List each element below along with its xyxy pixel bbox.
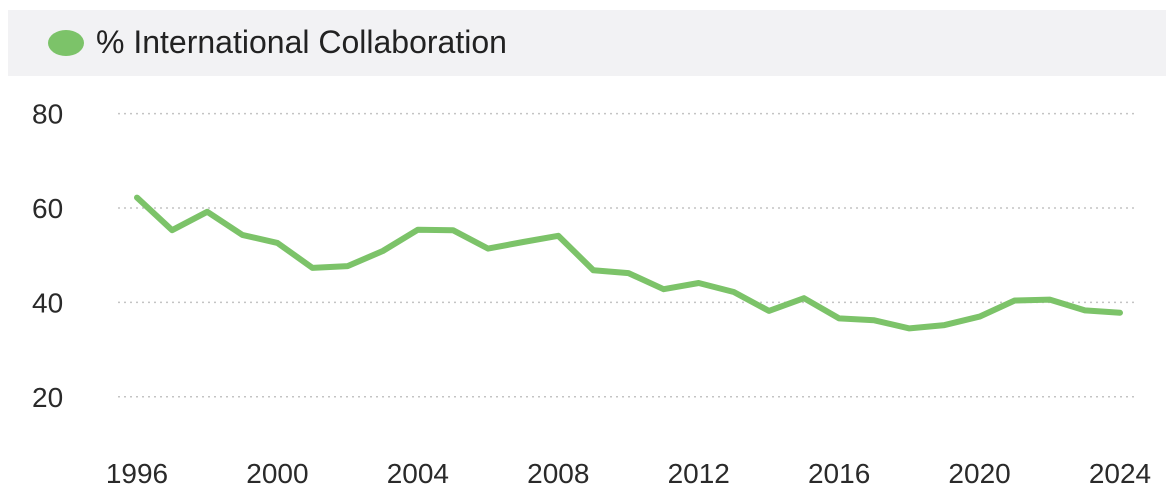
legend-label[interactable]: % International Collaboration	[96, 24, 507, 60]
legend-swatch	[48, 30, 84, 56]
y-tick-label: 20	[32, 382, 63, 413]
x-tick-label: 2024	[1089, 458, 1151, 489]
x-tick-label: 2012	[668, 458, 730, 489]
x-tick-label: 2000	[246, 458, 308, 489]
y-tick-label: 60	[32, 193, 63, 224]
x-tick-label: 2020	[948, 458, 1010, 489]
legend-bar: % International Collaboration	[8, 10, 1166, 76]
x-tick-label: 2016	[808, 458, 870, 489]
y-tick-label: 80	[32, 99, 63, 130]
y-tick-label: 40	[32, 287, 63, 318]
x-tick-label: 2004	[387, 458, 449, 489]
x-tick-label: 1996	[106, 458, 168, 489]
x-tick-label: 2008	[527, 458, 589, 489]
series-line	[134, 194, 1123, 332]
